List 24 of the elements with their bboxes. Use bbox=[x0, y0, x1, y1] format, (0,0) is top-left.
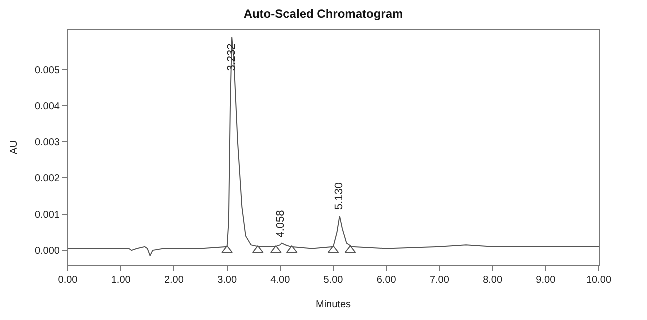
y-tick-label: 0.004 bbox=[34, 101, 60, 112]
x-tick-label: 9.00 bbox=[536, 275, 556, 286]
x-tick-label: 4.00 bbox=[270, 275, 291, 286]
y-tick-label: 0.001 bbox=[34, 210, 60, 221]
x-tick-label: 0.00 bbox=[58, 275, 78, 286]
chart-title: Auto-Scaled Chromatogram bbox=[244, 7, 404, 21]
x-tick-label: 5.00 bbox=[324, 275, 344, 286]
annotation: 5.130 bbox=[334, 182, 346, 210]
y-tick-label: 0.005 bbox=[34, 65, 60, 76]
annotation: 3.232 bbox=[226, 44, 238, 72]
x-tick-label: 2.00 bbox=[164, 275, 184, 286]
line-series bbox=[68, 36, 599, 256]
x-tick-label: 7.00 bbox=[430, 275, 450, 286]
x-tick-label: 1.00 bbox=[111, 275, 132, 286]
y-tick-label: 0.003 bbox=[34, 138, 60, 149]
x-tick-label: 3.00 bbox=[218, 275, 238, 286]
x-tick-label: 6.00 bbox=[376, 275, 397, 286]
y-tick-label: 0.000 bbox=[34, 246, 60, 258]
annotation: 4.058 bbox=[275, 210, 288, 238]
x-tick-label: 10.00 bbox=[586, 275, 612, 286]
y-tick-label: 0.002 bbox=[34, 174, 60, 185]
y-axis-title: AU bbox=[8, 140, 20, 154]
x-tick-label: 8.00 bbox=[483, 275, 503, 286]
x-axis-title: Minutes bbox=[316, 300, 352, 310]
